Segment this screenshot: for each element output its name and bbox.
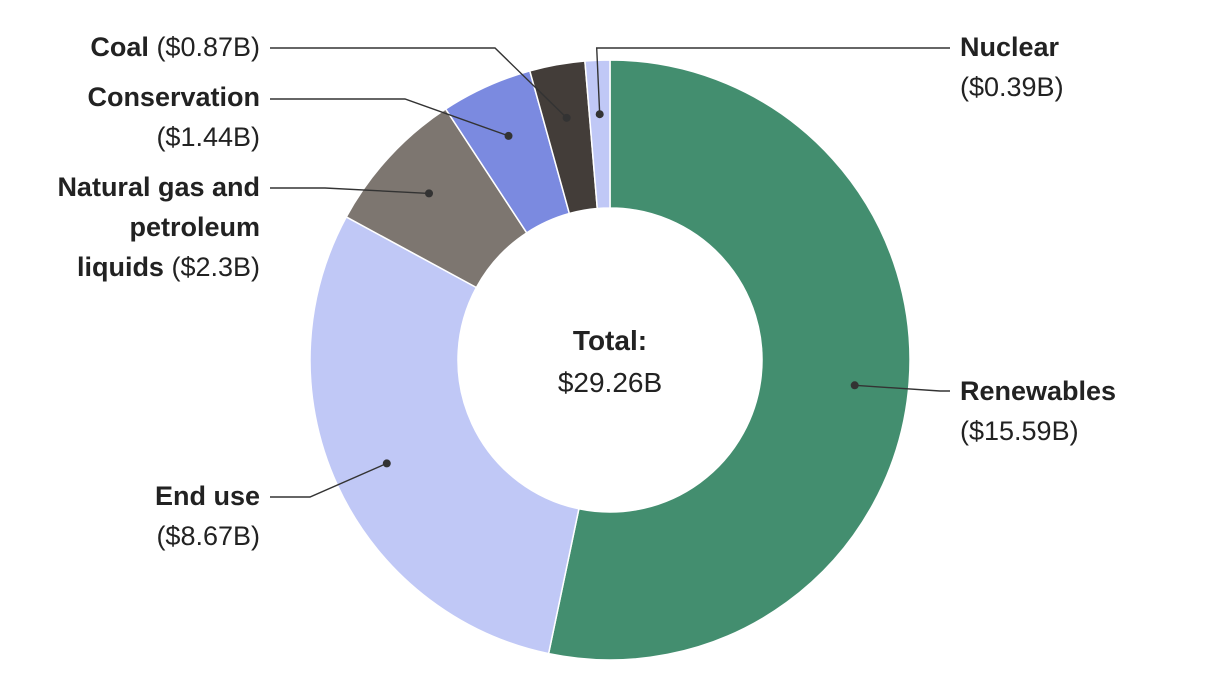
leader-line-coal [270, 47, 568, 119]
slice-label-end-use: End use ($8.67B) [155, 481, 260, 551]
leader-line-conservation [270, 98, 509, 137]
slice-label-conservation: Conservation ($1.44B) [87, 82, 260, 152]
slice-labels: Renewables ($15.59B) End use ($8.67B) Natura… [57, 32, 1116, 551]
leader-line-end-use [270, 462, 388, 498]
slice-label-natural-gas-and-petroleum-liquids: Natural gas and petroleum liquids ($2.3B) [57, 172, 260, 282]
leader-dot-coal [562, 113, 571, 122]
slice-label-renewables: Renewables ($15.59B) [960, 376, 1116, 446]
leader-dot-conservation [504, 131, 513, 140]
total-value: $29.26B [558, 367, 662, 398]
leader-line-renewables [854, 384, 950, 392]
leader-dot-natural-gas-and-petroleum-liquids [425, 189, 434, 198]
leader-dot-renewables [850, 381, 859, 390]
slice-end-use [309, 215, 580, 655]
slice-nuclear [584, 59, 611, 210]
donut-slices [309, 59, 911, 661]
slice-label-coal: Coal ($0.87B) [90, 32, 260, 62]
center-total: Total: $29.26B [558, 325, 662, 398]
leader-lines [270, 47, 950, 498]
slice-renewables [547, 59, 911, 661]
slice-label-nuclear: Nuclear ($0.39B) [960, 32, 1064, 102]
leader-dot-nuclear [595, 110, 604, 119]
leader-dot-end-use [382, 459, 391, 468]
leader-line-natural-gas-and-petroleum-liquids [270, 187, 430, 195]
leader-line-nuclear [595, 47, 950, 115]
total-title: Total: [573, 325, 647, 356]
